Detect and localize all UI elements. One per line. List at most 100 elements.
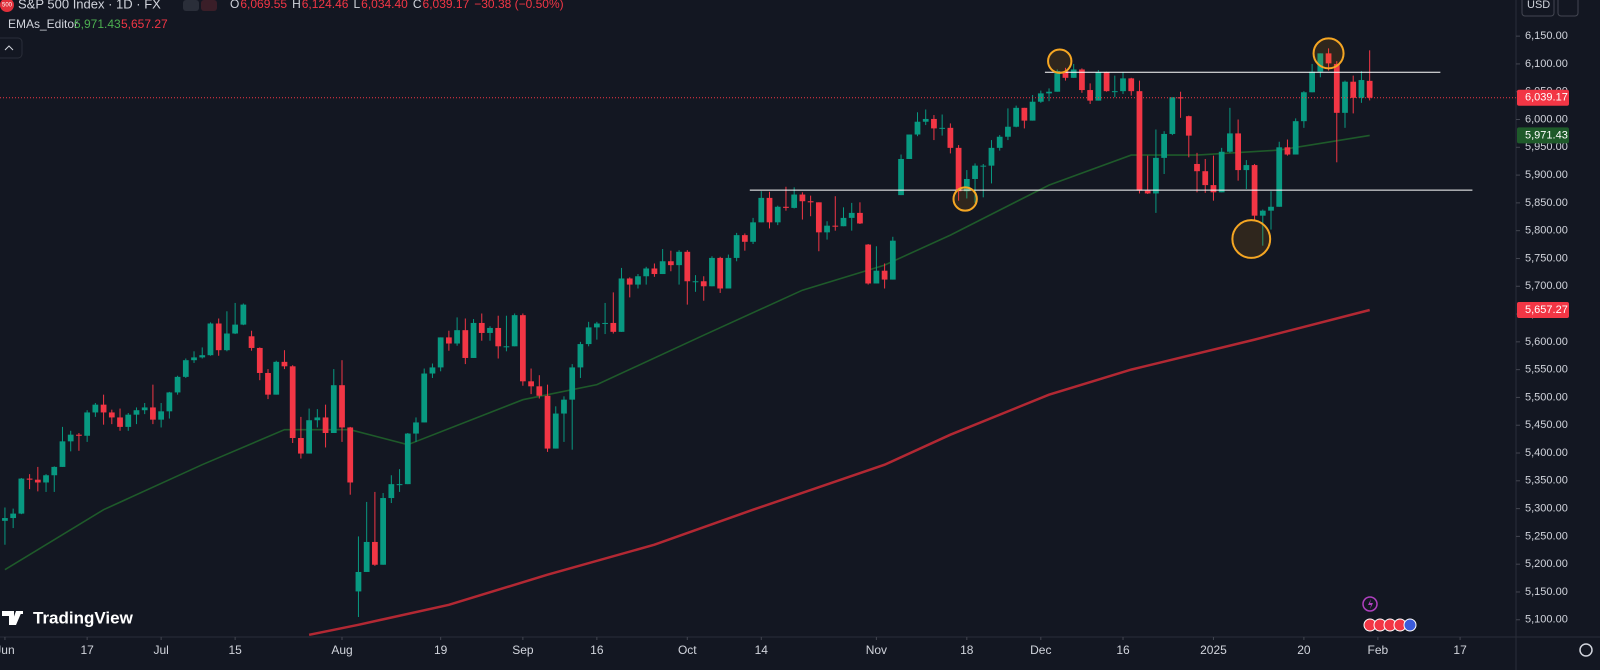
currency-button[interactable] — [1521, 0, 1555, 17]
candle-body — [1243, 165, 1250, 171]
candle-body — [117, 417, 123, 427]
x-tick-label: Aug — [331, 643, 352, 657]
candle-body — [758, 197, 765, 223]
candle-body — [388, 484, 395, 499]
x-tick-label: 2025 — [1200, 643, 1227, 657]
candle-body — [281, 361, 288, 367]
candle-body — [1046, 91, 1052, 94]
currency: USD — [1527, 0, 1550, 11]
candle-body — [84, 412, 91, 436]
highlight-circle — [1312, 37, 1345, 70]
candle-body — [1054, 71, 1061, 92]
candle-body — [626, 278, 633, 285]
collapse-icon — [4, 45, 14, 51]
candle-body — [593, 323, 600, 328]
candle-body — [774, 206, 781, 223]
candle-body — [76, 434, 82, 436]
candle-body — [1013, 107, 1020, 127]
candle-body — [881, 270, 888, 280]
candle-body — [996, 136, 1003, 148]
candle-body — [552, 413, 559, 449]
candle-body — [1358, 80, 1365, 98]
candle-body — [832, 225, 839, 227]
candle-body — [1005, 126, 1011, 137]
candle-body — [519, 315, 526, 382]
candle-body — [807, 201, 814, 203]
candle-body — [446, 337, 452, 344]
candle-body — [569, 367, 576, 400]
brand-logo — [2, 611, 23, 625]
candle-body — [709, 257, 715, 287]
y-tick-label: 5,350.00 — [1525, 475, 1568, 487]
candle-body — [166, 392, 173, 412]
candle-body — [92, 404, 99, 413]
candle-body — [1111, 91, 1118, 93]
y-tick-label: 5,750.00 — [1525, 252, 1568, 264]
candle-body — [339, 385, 345, 428]
candle-body — [141, 407, 148, 411]
x-tick-label: Jul — [153, 643, 168, 657]
candle-body — [59, 441, 66, 467]
candle-body — [413, 422, 419, 434]
candle-body — [692, 281, 699, 283]
candle-body — [330, 385, 337, 434]
x-tick-label: Jun — [0, 643, 15, 657]
candle-body — [898, 158, 904, 196]
price-badge-label: 5,657.27 — [1525, 304, 1568, 316]
candle-body — [700, 281, 707, 287]
candle-body — [34, 479, 41, 483]
candle-body — [1095, 72, 1102, 101]
x-tick-label: Dec — [1030, 643, 1051, 657]
candle-body — [988, 147, 995, 166]
candle-body — [931, 118, 937, 129]
ohlc-key: H — [292, 0, 301, 11]
x-tick-label: 20 — [1297, 643, 1311, 657]
candle-body — [1037, 93, 1044, 102]
y-tick-label: 6,100.00 — [1525, 58, 1568, 70]
ohlc-value: 6,039.17 — [423, 0, 470, 11]
ohlc-value: 6,034.40 — [361, 0, 408, 11]
candle-body — [125, 414, 132, 427]
candle-body — [963, 178, 970, 192]
candle-body — [232, 324, 239, 334]
candle-body — [404, 433, 411, 485]
candle-body — [1301, 92, 1307, 122]
candle-body — [2, 518, 8, 521]
candle-body — [1218, 151, 1225, 193]
ohlc-change: −30.38 (−0.50%) — [474, 0, 563, 11]
candle-body — [108, 412, 115, 418]
price-badge-label: 5,971.43 — [1525, 129, 1568, 141]
x-tick-label: Oct — [678, 643, 697, 657]
x-tick-label: Sep — [512, 643, 534, 657]
candle-body — [1021, 107, 1028, 121]
candle-body — [922, 118, 929, 122]
indicator-name: EMAs_Editor — [8, 17, 78, 31]
event-icon[interactable] — [1362, 596, 1378, 612]
highlight-circle — [952, 186, 978, 212]
y-tick-label: 5,850.00 — [1525, 197, 1568, 209]
candle-body — [322, 417, 329, 434]
icon-button[interactable] — [183, 0, 199, 11]
ohlc-key: O — [230, 0, 239, 11]
candle-body — [651, 268, 658, 275]
price-badge — [1517, 127, 1569, 144]
y-tick-label: 6,000.00 — [1525, 113, 1568, 125]
y-tick-label: 5,100.00 — [1525, 614, 1568, 626]
candle-body — [577, 344, 584, 368]
candle-body — [487, 327, 493, 333]
candle-body — [454, 330, 460, 344]
candle-body — [585, 327, 592, 345]
icon-button[interactable] — [201, 0, 217, 11]
unit-button[interactable] — [1557, 0, 1579, 17]
x-tick-label: 16 — [590, 643, 604, 657]
ohlc-value: 6,124.46 — [302, 0, 349, 11]
ohlc-legend: O 6,069.55 H 6,124.46 L 6,034.40 C 6,039.17 −30.… — [230, 0, 564, 11]
event-flags[interactable] — [1363, 618, 1417, 632]
candle-body — [684, 251, 691, 282]
y-tick-label: 6,150.00 — [1525, 30, 1568, 42]
candle-body — [914, 121, 921, 135]
candle-body — [889, 240, 896, 280]
settings-button[interactable] — [1579, 643, 1593, 657]
candle-body — [511, 315, 518, 347]
candle-body — [51, 466, 58, 476]
